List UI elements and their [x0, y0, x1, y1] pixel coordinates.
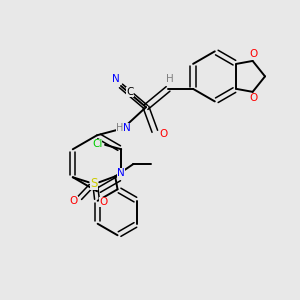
Text: Cl: Cl: [92, 139, 102, 149]
Text: O: O: [159, 129, 167, 139]
Text: N: N: [117, 168, 125, 178]
Text: O: O: [249, 93, 257, 103]
Text: O: O: [99, 197, 107, 207]
Text: C: C: [126, 87, 134, 97]
Text: O: O: [70, 196, 78, 206]
Text: N: N: [123, 123, 130, 134]
Text: O: O: [249, 50, 257, 59]
Text: H: H: [116, 123, 123, 134]
Text: S: S: [90, 177, 98, 190]
Text: N: N: [112, 74, 119, 85]
Text: H: H: [166, 74, 173, 85]
